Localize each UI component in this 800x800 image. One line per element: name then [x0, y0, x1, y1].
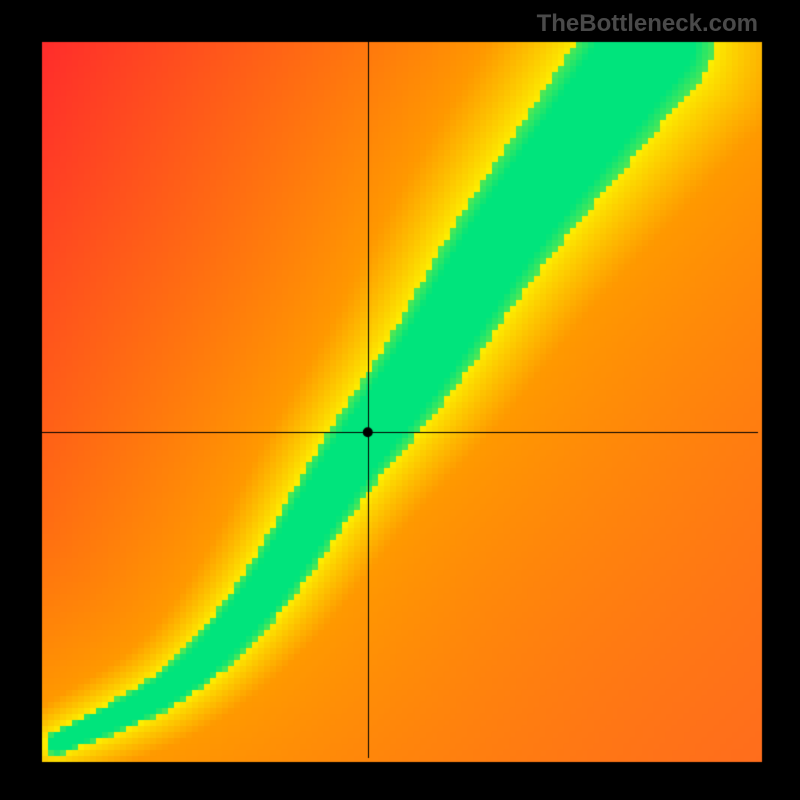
bottleneck-heatmap: [0, 0, 800, 800]
watermark-text: TheBottleneck.com: [537, 10, 758, 38]
